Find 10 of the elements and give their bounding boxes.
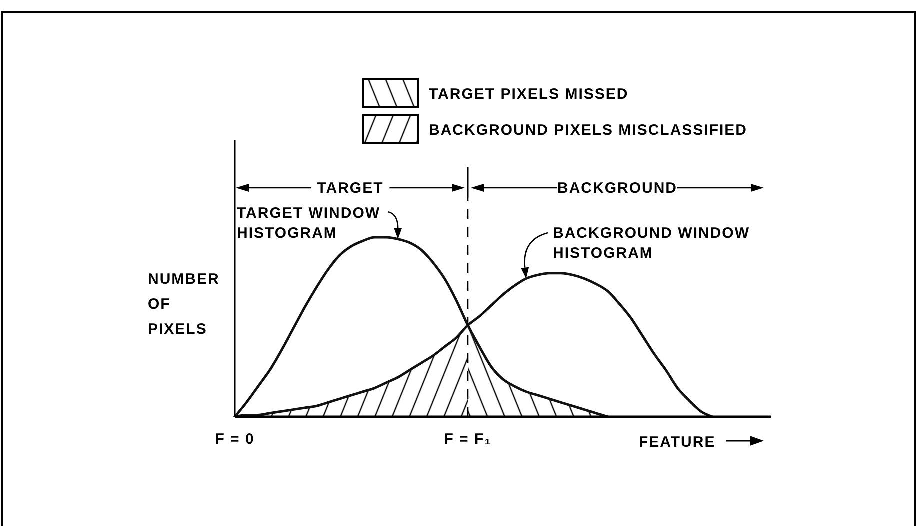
series-label: BACKGROUND WINDOW HISTOGRAM [553, 225, 750, 262]
legend-label: BACKGROUND PIXELS MISCLASSIFIED [429, 122, 748, 139]
legend-label: TARGET PIXELS MISSED [429, 86, 629, 103]
text: BACKGROUND [558, 180, 678, 197]
x-axis-title: FEATURE [639, 434, 716, 451]
y-axis-title: NUMBER OF PIXELS [148, 271, 220, 338]
x-tick-label: F = F₁ [444, 431, 492, 448]
x-tick-label: F = 0 [215, 431, 255, 448]
series-label: TARGET WINDOW HISTOGRAM [237, 205, 381, 242]
text: TARGET [317, 180, 384, 197]
